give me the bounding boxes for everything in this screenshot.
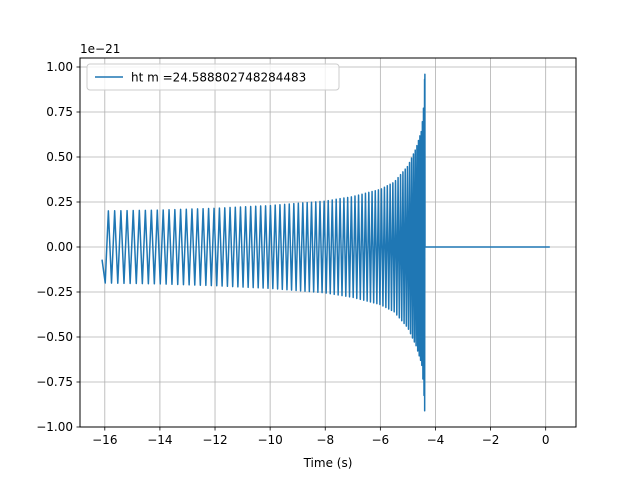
legend: ht m =24.588802748284483 [86,63,340,91]
x-tick-label: 0 [542,433,550,447]
legend-label: ht m =24.588802748284483 [131,71,306,85]
y-tick-label: −1.00 [36,420,73,434]
y-tick-label: −0.50 [36,330,73,344]
y-axis-scale-label: 1e−21 [80,42,120,56]
x-tick-label: −8 [316,433,334,447]
y-tick-label: 0.25 [46,195,73,209]
x-tick-label: −2 [482,433,500,447]
plot-area-frame [79,57,577,428]
x-tick-label: −10 [257,433,282,447]
series-layer [101,73,550,412]
legend-box [86,63,340,91]
x-axis: −16 −14 −12 −10 −8 −6 −4 −2 0 [92,427,550,447]
series-line [101,73,550,412]
y-tick-label: 0.75 [46,105,73,119]
y-tick-label: 1.00 [46,60,73,74]
y-tick-label: −0.75 [36,375,73,389]
y-tick-label: −0.25 [36,285,73,299]
x-tick-label: −4 [427,433,445,447]
x-axis-label: Time (s) [303,456,353,470]
y-tick-label: 0.00 [46,240,73,254]
y-tick-label: 0.50 [46,150,73,164]
x-tick-label: −16 [92,433,117,447]
y-axis: −1.00 −0.75 −0.50 −0.25 0.00 0.25 0.50 0.75 1.00 [36,60,80,434]
x-tick-label: −12 [202,433,227,447]
x-tick-label: −6 [372,433,390,447]
x-tick-label: −14 [147,433,172,447]
